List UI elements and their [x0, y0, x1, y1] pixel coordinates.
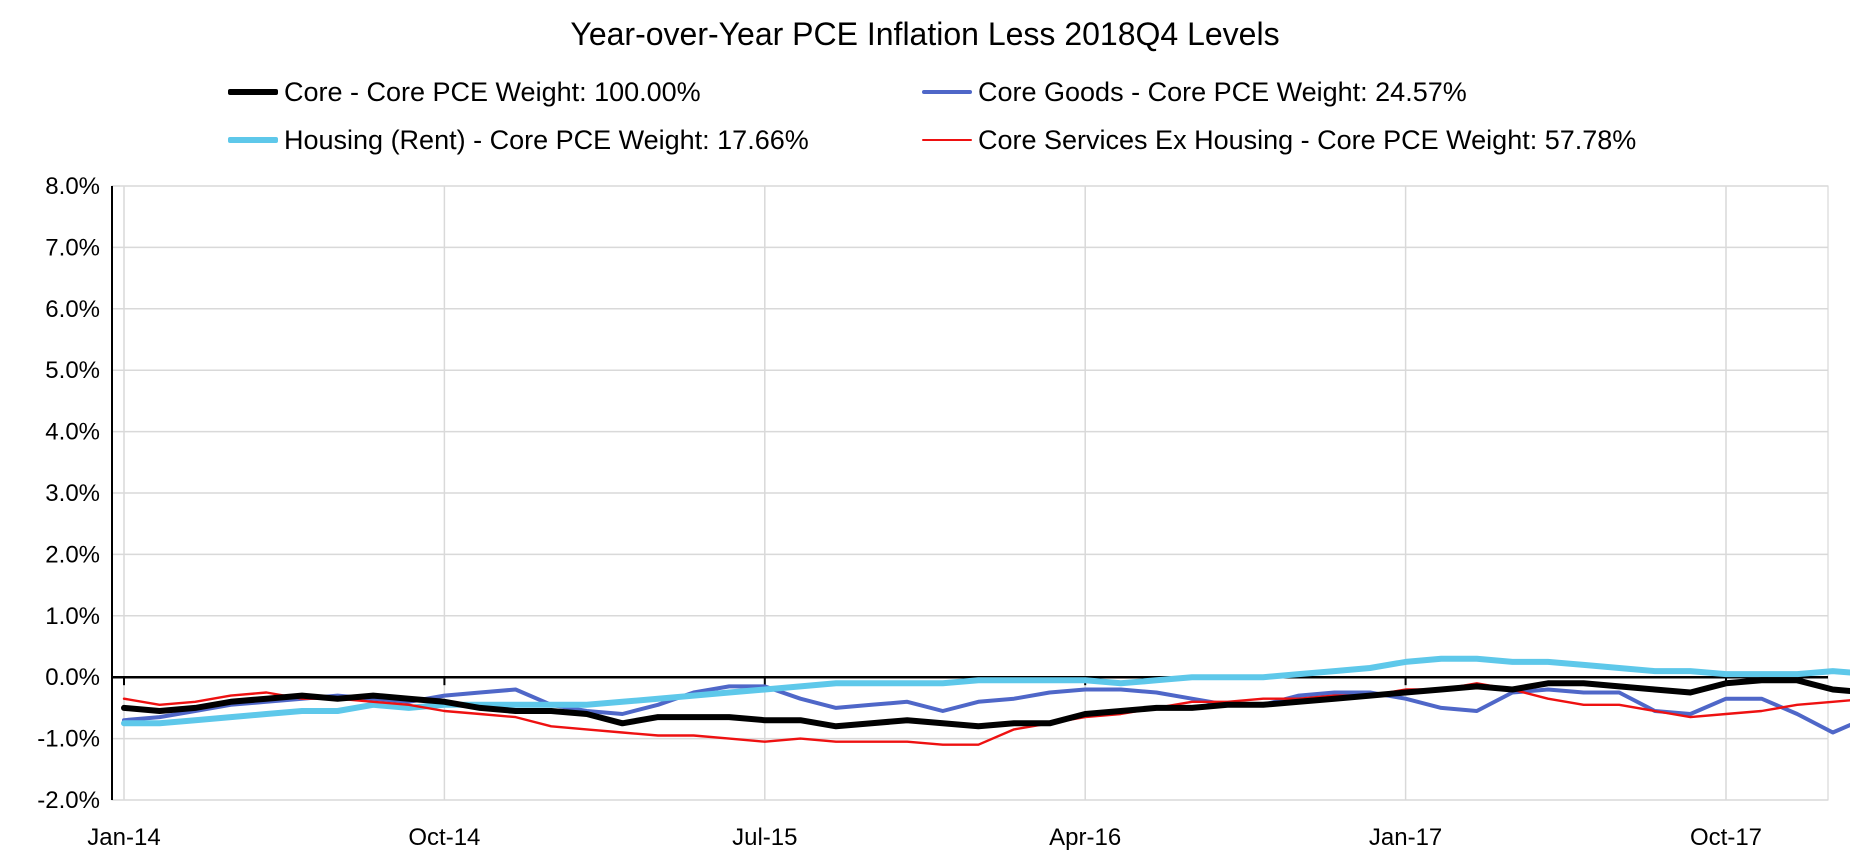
tick-labels: 8.0% 7.0% 6.0% 5.0% 4.0% 3.0% 2.0% 1.0% 0.0% -1.0…	[37, 173, 1762, 851]
x-tick-label: Jan-14	[87, 824, 160, 851]
legend-label-housing: Housing (Rent) - Core PCE Weight: 17.66%	[284, 124, 809, 155]
legend-label-core-goods: Core Goods - Core PCE Weight: 24.57%	[978, 76, 1467, 107]
legend-swatch-core-services	[922, 139, 972, 141]
legend-label-core-services: Core Services Ex Housing - Core PCE Weig…	[978, 124, 1637, 155]
legend-label-core: Core - Core PCE Weight: 100.00%	[284, 76, 701, 107]
legend-swatch-core-goods	[922, 90, 972, 94]
series-lines	[121, 655, 1850, 746]
y-tick-label: 5.0%	[45, 357, 100, 384]
legend-item-core-goods: Core Goods - Core PCE Weight: 24.57%	[922, 74, 1467, 110]
x-tick-label: Oct-17	[1690, 824, 1762, 851]
y-tick-label: 1.0%	[45, 603, 100, 630]
series-line-housing-rent	[121, 655, 1850, 727]
y-tick-label: -2.0%	[37, 787, 100, 814]
axes	[111, 186, 1828, 800]
y-tick-label: 6.0%	[45, 296, 100, 323]
x-tick-label: Oct-14	[408, 824, 480, 851]
x-tick-label: Apr-16	[1049, 824, 1121, 851]
series-line-core	[121, 677, 1850, 730]
chart-title: Year-over-Year PCE Inflation Less 2018Q4…	[570, 16, 1280, 52]
legend-item-core-services: Core Services Ex Housing - Core PCE Weig…	[922, 122, 1636, 158]
y-tick-label: 0.0%	[45, 664, 100, 691]
series-line-core-goods	[122, 684, 1850, 735]
x-tick-label: Jan-17	[1369, 824, 1442, 851]
y-tick-label: 7.0%	[45, 234, 100, 261]
legend-item-housing: Housing (Rent) - Core PCE Weight: 17.66%	[228, 122, 809, 158]
legend-swatch-core	[228, 89, 278, 95]
y-tick-label: 8.0%	[45, 173, 100, 200]
y-tick-label: 2.0%	[45, 541, 100, 568]
y-tick-label: 3.0%	[45, 480, 100, 507]
x-tick-label: Jul-15	[732, 824, 797, 851]
series-line-core-services-ex-housing	[122, 682, 1850, 746]
y-tick-label: -1.0%	[37, 726, 100, 753]
legend-swatch-housing	[228, 137, 278, 143]
y-tick-label: 4.0%	[45, 419, 100, 446]
legend-item-core: Core - Core PCE Weight: 100.00%	[228, 74, 701, 110]
